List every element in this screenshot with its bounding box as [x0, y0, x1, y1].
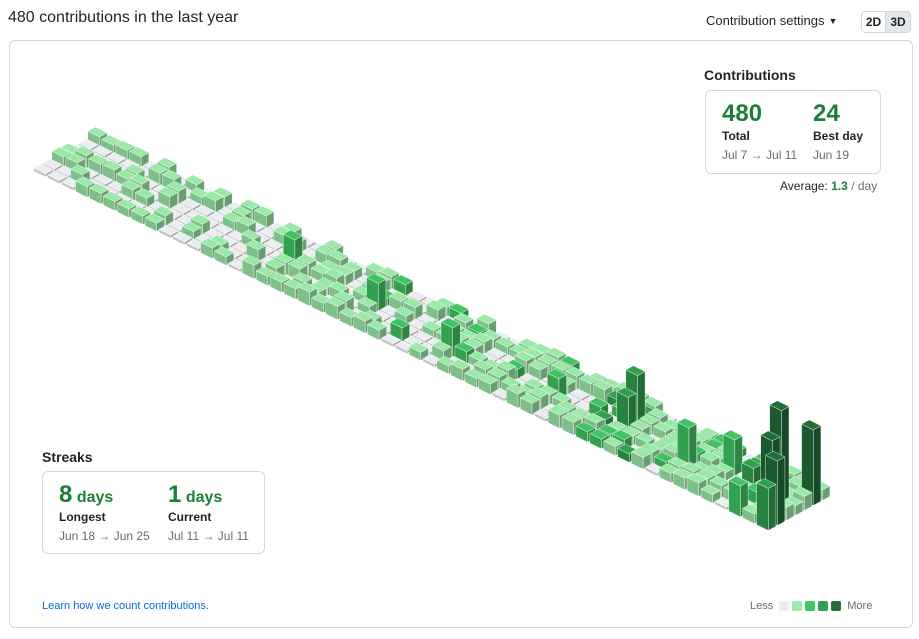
contribution-cell — [102, 191, 124, 212]
average-prefix: Average: — [780, 179, 828, 193]
contribution-cell — [180, 198, 201, 212]
contributions-heading: 480 contributions in the last year — [8, 9, 239, 26]
contributions-card: 480 Total Jul 7 → Jul 11 24 Best day Jun… — [705, 90, 881, 174]
longest-streak-range: Jun 18 → Jun 25 — [59, 529, 150, 543]
contribution-cell — [181, 221, 202, 241]
longest-streak-label: Longest — [59, 510, 106, 524]
contribution-cell — [325, 296, 346, 321]
streaks-card: 8 days Longest Jun 18 → Jun 25 1 days Cu… — [42, 471, 265, 554]
contribution-cell — [157, 186, 178, 210]
average-unit: / day — [851, 179, 878, 193]
current-streak-stat: 1 days Current Jul 11 → Jul 11 — [168, 481, 249, 543]
total-label: Total — [722, 129, 750, 143]
current-streak-value: 1 — [168, 481, 182, 508]
best-day-stat: 24 Best day Jun 19 — [813, 100, 863, 162]
streaks-title: Streaks — [42, 449, 93, 465]
average-value: 1.3 — [831, 179, 848, 193]
legend-swatch-1 — [792, 601, 803, 611]
contribution-cell — [393, 274, 414, 297]
contribution-cell — [172, 231, 193, 246]
learn-contributions-link[interactable]: Learn how we count contributions. — [42, 600, 209, 612]
current-streak-unit: days — [185, 489, 223, 506]
contributions-title: Contributions — [704, 67, 796, 83]
view-toggle[interactable]: 2D 3D — [861, 11, 911, 33]
current-streak-range: Jul 11 → Jul 11 — [168, 529, 249, 543]
legend-more-label: More — [847, 600, 873, 612]
legend-swatch-4 — [831, 601, 842, 611]
contribution-cell — [158, 224, 179, 239]
contribution-cell — [700, 484, 721, 504]
legend-less-label: Less — [750, 600, 774, 612]
contribution-settings-dropdown[interactable]: Contribution settings ▼ — [706, 13, 837, 28]
total-stat: 480 Total Jul 7 → Jul 11 — [722, 100, 797, 162]
contribution-cell — [33, 163, 54, 178]
contribution-cell — [686, 473, 707, 497]
chevron-down-icon: ▼ — [828, 16, 838, 26]
longest-streak-value: 8 — [59, 481, 73, 508]
contribution-graph-panel: Contributions 480 Total Jul 7 → Jul 11 2… — [9, 40, 913, 628]
contribution-cell — [756, 478, 777, 531]
best-day-date: Jun 19 — [813, 148, 850, 162]
contribution-cell — [144, 213, 165, 232]
total-value: 480 — [722, 100, 763, 127]
longest-streak-unit: days — [76, 489, 114, 506]
contribution-cell — [801, 419, 822, 506]
legend-swatch-2 — [805, 601, 816, 611]
toggle-3d-button[interactable]: 3D — [886, 12, 910, 32]
best-day-label: Best day — [813, 129, 864, 143]
longest-streak-stat: 8 days Longest Jun 18 → Jun 25 — [59, 481, 150, 543]
legend-swatch-3 — [818, 601, 829, 611]
current-streak-label: Current — [168, 510, 212, 524]
contribution-settings-label: Contribution settings — [706, 13, 825, 28]
color-legend: Less More — [750, 600, 872, 612]
isometric-contribution-graph — [33, 126, 831, 531]
contribution-cell — [380, 333, 402, 348]
total-range: Jul 7 → Jul 11 — [722, 148, 798, 162]
legend-swatch-0 — [779, 601, 790, 611]
contribution-cell — [47, 170, 68, 185]
best-day-value: 24 — [813, 100, 840, 127]
contribution-cell — [505, 383, 527, 409]
average-per-day: Average: 1.3 / day — [780, 179, 877, 193]
contribution-cell — [631, 447, 652, 470]
contribution-cell — [389, 317, 411, 343]
toggle-2d-button[interactable]: 2D — [862, 12, 886, 32]
